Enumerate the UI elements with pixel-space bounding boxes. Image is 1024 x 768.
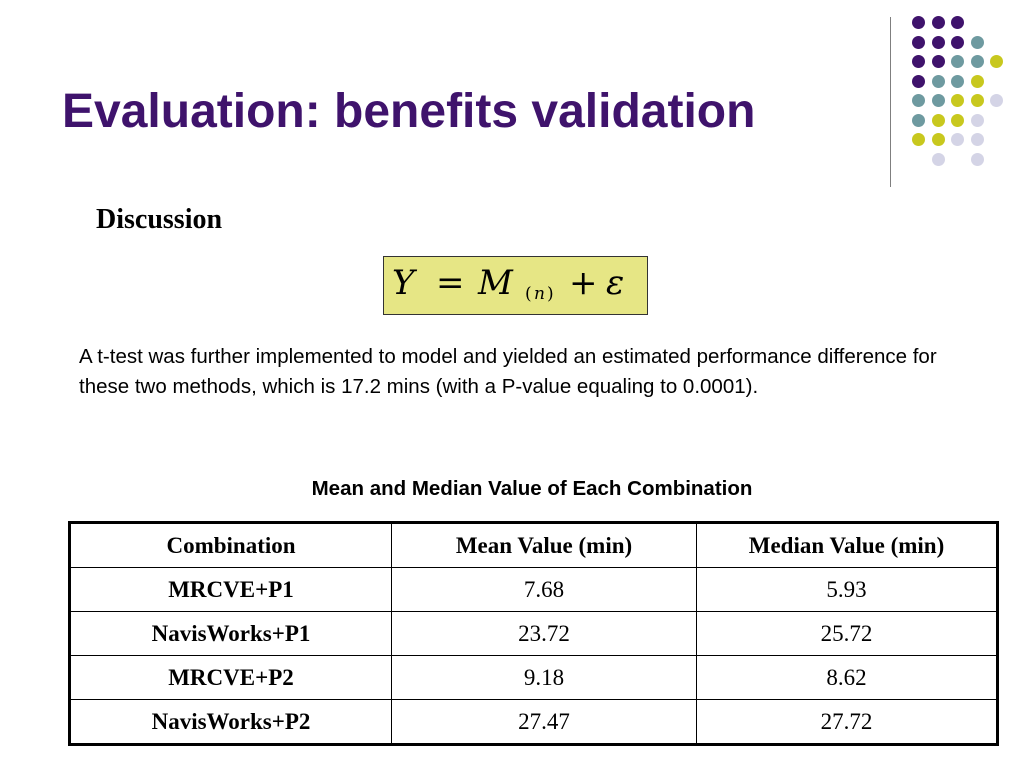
- table-row: MRCVE+P2 9.18 8.62: [69, 655, 998, 700]
- cell-combination: NavisWorks+P2: [69, 699, 392, 745]
- decor-dot: [970, 94, 984, 107]
- decor-dot: [912, 74, 925, 88]
- decor-dot: [931, 16, 945, 29]
- formula-subscript-open: (: [525, 284, 532, 304]
- decor-dot: [951, 35, 964, 49]
- formula-subscript-close: ): [547, 284, 554, 304]
- formula-box: Y = M ( n ) + ε: [383, 256, 648, 315]
- table-caption: Mean and Median Value of Each Combinatio…: [311, 477, 753, 500]
- decor-dot: [951, 16, 964, 29]
- cell-median: 5.93: [696, 567, 998, 612]
- decor-dot: [912, 133, 925, 146]
- table-row: NavisWorks+P2 27.47 27.72: [69, 699, 998, 745]
- title-divider: [890, 17, 891, 187]
- formula-subscript-var: n: [534, 284, 545, 304]
- decor-dot: [912, 94, 925, 107]
- cell-median: 27.72: [696, 699, 998, 745]
- decor-dot: [912, 16, 925, 29]
- cell-combination: MRCVE+P1: [69, 567, 392, 612]
- decor-dot: [970, 35, 984, 49]
- cell-mean: 9.18: [391, 655, 697, 700]
- cell-median: 25.72: [696, 611, 998, 656]
- table-header-row: Combination Mean Value (min) Median Valu…: [69, 522, 998, 568]
- decor-dot: [951, 133, 964, 146]
- decor-dot: [951, 94, 964, 107]
- decor-dot: [931, 74, 945, 88]
- decor-dot: [931, 55, 945, 68]
- decor-dot: [931, 35, 945, 49]
- decor-dot: [951, 55, 964, 68]
- header-combination: Combination: [69, 522, 392, 568]
- formula-plus: +: [569, 263, 598, 303]
- decor-dot: [951, 74, 964, 88]
- cell-combination: NavisWorks+P1: [69, 611, 392, 656]
- header-mean-value: Mean Value (min): [391, 522, 697, 568]
- cell-combination: MRCVE+P2: [69, 655, 392, 700]
- formula-equals: =: [436, 263, 465, 303]
- decor-dot: [970, 113, 984, 127]
- decor-dot: [970, 74, 984, 88]
- decor-dot: [970, 133, 984, 146]
- cell-mean: 27.47: [391, 699, 697, 745]
- decor-dot: [912, 55, 925, 68]
- decor-dot: [990, 55, 1003, 68]
- decor-dot: [931, 94, 945, 107]
- decor-dot: [931, 113, 945, 127]
- decor-dot: [990, 94, 1003, 107]
- decor-dot: [912, 35, 925, 49]
- table-row: MRCVE+P1 7.68 5.93: [69, 567, 998, 612]
- table-row: NavisWorks+P1 23.72 25.72: [69, 611, 998, 656]
- decor-dot: [970, 55, 984, 68]
- cell-mean: 7.68: [391, 567, 697, 612]
- cell-median: 8.62: [696, 655, 998, 700]
- section-subheading: Discussion: [96, 204, 223, 235]
- formula-term: M: [478, 263, 513, 303]
- t-test-paragraph: A t-test was further implemented to mode…: [79, 345, 937, 398]
- formula-lhs: Y: [392, 263, 415, 303]
- header-median-value: Median Value (min): [696, 522, 998, 568]
- results-table: Combination Mean Value (min) Median Valu…: [68, 521, 999, 746]
- cell-mean: 23.72: [391, 611, 697, 656]
- slide-title: Evaluation: benefits validation: [62, 85, 756, 138]
- decor-dot: [931, 133, 945, 146]
- decor-dot: [970, 152, 984, 166]
- decor-dot: [951, 113, 964, 127]
- decor-dot: [912, 113, 925, 127]
- formula-error-term: ε: [606, 263, 625, 303]
- decor-dot: [931, 152, 945, 166]
